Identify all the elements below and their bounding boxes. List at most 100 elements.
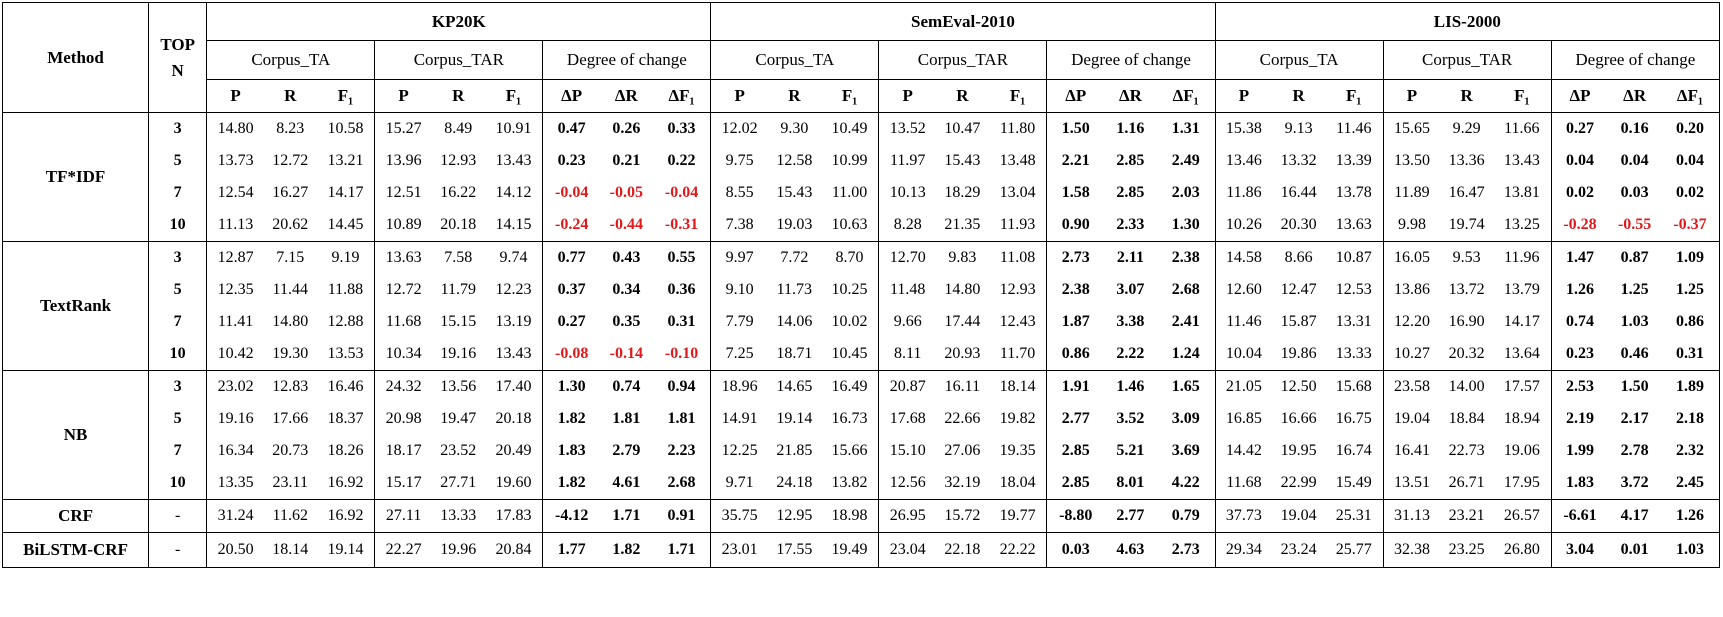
value-cell: 22.73 [1448, 442, 1485, 459]
method-name: NB [1, 370, 150, 500]
value-cell: 23.58 [1382, 370, 1441, 403]
value-cell: 11.44 [272, 281, 308, 298]
value-cell: -0.04 [652, 177, 712, 209]
value-cell: 16.90 [1448, 313, 1485, 330]
value-cell: 13.51 [1382, 467, 1441, 500]
table-row: TextRank 3 12.87 7.15 9.19 13.63 7.58 9.74 0.77 0… [1, 241, 1720, 371]
metric-header-semeval-corpus-tar-2: F₁ [988, 79, 1048, 113]
value-cell: 17.68 [878, 403, 937, 435]
value-cell: 16.46 [316, 370, 376, 403]
value-cell: 1.31 [1156, 112, 1216, 145]
value-cell: 2.41 [1156, 306, 1216, 338]
value-cell: 0.03 [1620, 184, 1649, 201]
value-cell: 3.04 [1550, 532, 1609, 568]
value-cell: 12.72 [272, 152, 309, 169]
value-cell: 23.25 [1440, 532, 1493, 568]
value-cell: 18.29 [944, 184, 981, 201]
value-cell: 1.16 [1116, 120, 1145, 137]
metric-header-semeval-corpus-ta-0: P [710, 79, 768, 113]
value-cell: 14.17 [316, 177, 376, 209]
value-cell: 10.13 [878, 177, 937, 209]
value-cell: 19.47 [440, 410, 477, 427]
value-cell: 12.93 [988, 274, 1048, 306]
value-cell: 13.72 [1448, 281, 1485, 298]
value-cell: 0.27 [1550, 112, 1609, 145]
value-cell: 11.70 [988, 338, 1048, 371]
subgroup-header-semeval-degree-of-change: Degree of change [1046, 40, 1216, 80]
value-cell: 11.62 [263, 499, 317, 533]
value-cell: 8.28 [878, 209, 937, 242]
value-cell: 13.25 [1492, 209, 1552, 242]
metric-header-semeval-corpus-tar-1: R [936, 79, 989, 113]
value-cell: -6.61 [1550, 499, 1609, 533]
value-cell: 1.46 [1116, 378, 1145, 395]
value-cell: 13.43 [484, 338, 544, 371]
value-cell: 1.50 [1046, 112, 1105, 145]
value-cell: 13.86 [1382, 274, 1441, 306]
value-cell: 1.09 [1661, 241, 1720, 274]
value-cell: 12.83 [272, 378, 309, 395]
value-cell: 29.34 [1214, 532, 1273, 568]
value-cell: 16.92 [316, 499, 376, 533]
value-cell: 3.38 [1116, 313, 1145, 330]
header-row-subgroups: Corpus_TA Corpus_TAR Degree of change Corpu… [3, 40, 1721, 80]
value-cell: 23.52 [440, 442, 477, 459]
value-cell: 9.53 [1452, 249, 1481, 266]
table-header: Method TOP N KP20K SemEval-2010 LIS-2000… [1, 2, 1721, 113]
value-cell: 37.73 [1214, 499, 1273, 533]
value-cell: 17.57 [1492, 370, 1552, 403]
subgroup-header-kp20k-corpus-ta: Corpus_TA [206, 40, 376, 80]
value-cell: 3.07 [1116, 281, 1145, 298]
value-cell: 13.43 [484, 145, 544, 177]
metric-header-lis-corpus-tar-2: F₁ [1492, 79, 1552, 113]
value-cell: -0.04 [542, 177, 600, 209]
metric-header-kp20k-degree-of-change-1: ΔR [599, 79, 653, 113]
value-cell: 23.01 [710, 532, 768, 568]
value-cell: 9.30 [780, 120, 809, 137]
value-cell: 16.05 [1382, 241, 1441, 274]
value-cell: 9.66 [878, 306, 937, 338]
value-cell: 19.77 [988, 499, 1048, 533]
value-cell: 27.71 [431, 467, 485, 500]
value-cell: 11.88 [316, 274, 376, 306]
value-cell: 2.49 [1156, 145, 1216, 177]
value-cell: 12.93 [440, 152, 477, 169]
value-cell: 13.48 [988, 145, 1048, 177]
value-cell: 16.47 [1448, 184, 1485, 201]
value-cell: 16.27 [272, 184, 309, 201]
value-cell: 12.95 [767, 499, 821, 533]
value-cell: 19.95 [1280, 442, 1317, 459]
topn-cell: 10 [148, 338, 208, 371]
value-cell: 15.65 [1382, 112, 1441, 145]
value-cell: 9.75 [710, 145, 768, 177]
value-cell: 23.24 [1272, 532, 1325, 568]
value-cell: 12.70 [878, 241, 937, 274]
value-cell: 0.31 [1661, 338, 1720, 371]
value-cell: 13.64 [1492, 338, 1552, 371]
subgroup-header-lis-corpus-ta: Corpus_TA [1214, 40, 1384, 80]
value-cell: 0.91 [652, 499, 712, 533]
value-cell: 0.02 [1550, 177, 1609, 209]
value-cell: 19.16 [431, 338, 485, 371]
topn-cell: 5 [148, 403, 208, 435]
value-cell: 10.87 [1324, 241, 1384, 274]
value-cell: 21.35 [936, 209, 989, 242]
value-cell: 19.14 [316, 532, 376, 568]
value-cell: 9.83 [948, 249, 977, 266]
subgroup-header-kp20k-corpus-tar: Corpus_TAR [374, 40, 544, 80]
value-cell: 15.49 [1324, 467, 1384, 500]
value-cell: 1.99 [1550, 435, 1609, 467]
value-cell: 2.85 [1046, 467, 1105, 500]
value-cell: 11.79 [440, 281, 476, 298]
value-cell: 14.91 [710, 403, 768, 435]
value-cell: 0.74 [612, 378, 641, 395]
value-cell: -0.08 [542, 338, 600, 371]
metric-header-semeval-corpus-ta-2: F₁ [820, 79, 880, 113]
value-cell: 18.14 [988, 370, 1048, 403]
value-cell: 0.74 [1550, 306, 1609, 338]
table-row: 5 13.73 12.72 13.21 13.96 12.93 13.43 0.23 0.21 0… [3, 145, 1720, 177]
value-cell: 17.95 [1492, 467, 1552, 500]
value-cell: 2.38 [1156, 241, 1216, 274]
value-cell: 26.95 [878, 499, 937, 533]
value-cell: 22.99 [1272, 467, 1325, 500]
